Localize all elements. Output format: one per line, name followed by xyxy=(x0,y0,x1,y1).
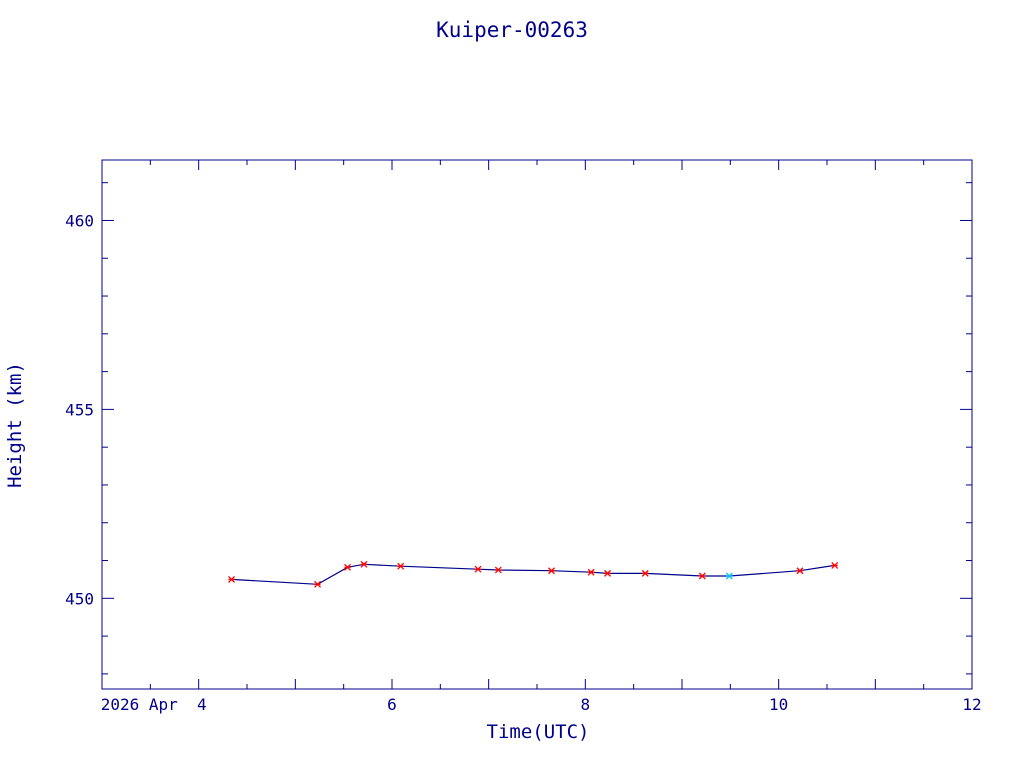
data-point-marker xyxy=(796,567,804,575)
data-point-marker xyxy=(587,568,595,576)
data-point-marker xyxy=(397,562,405,570)
x-tick-label: 12 xyxy=(962,695,981,714)
x-tick-label: 8 xyxy=(581,695,591,714)
data-point-marker xyxy=(831,561,839,569)
plot-frame xyxy=(101,159,973,690)
series-line xyxy=(231,563,835,585)
y-tick-label: 455 xyxy=(65,400,94,419)
data-point-marker xyxy=(725,572,733,580)
data-point-marker xyxy=(344,563,351,571)
series-layer xyxy=(228,560,839,588)
x-axis-label: Time(UTC) xyxy=(487,721,590,743)
data-point-marker xyxy=(604,569,612,577)
data-point-marker xyxy=(698,572,706,580)
x-axis-ticks: 2026 Apr 4 6 8 10 12 xyxy=(101,160,982,714)
data-point-marker xyxy=(474,565,482,573)
y-axis-ticks: 450 455 460 xyxy=(65,182,972,675)
chart-title: Kuiper-00263 xyxy=(436,18,588,42)
data-point-marker xyxy=(494,566,502,574)
y-axis-label: Height (km) xyxy=(4,362,26,488)
x-tick-label: 10 xyxy=(769,695,788,714)
data-point-marker xyxy=(548,567,555,575)
x-tick-label: 2026 Apr 4 xyxy=(101,695,207,714)
data-point-marker xyxy=(641,569,649,577)
data-point-marker xyxy=(360,560,368,568)
x-tick-label: 6 xyxy=(387,695,397,714)
data-point-marker xyxy=(228,575,235,583)
data-point-marker xyxy=(314,580,322,588)
y-tick-label: 460 xyxy=(65,211,94,230)
y-tick-label: 450 xyxy=(65,589,94,608)
